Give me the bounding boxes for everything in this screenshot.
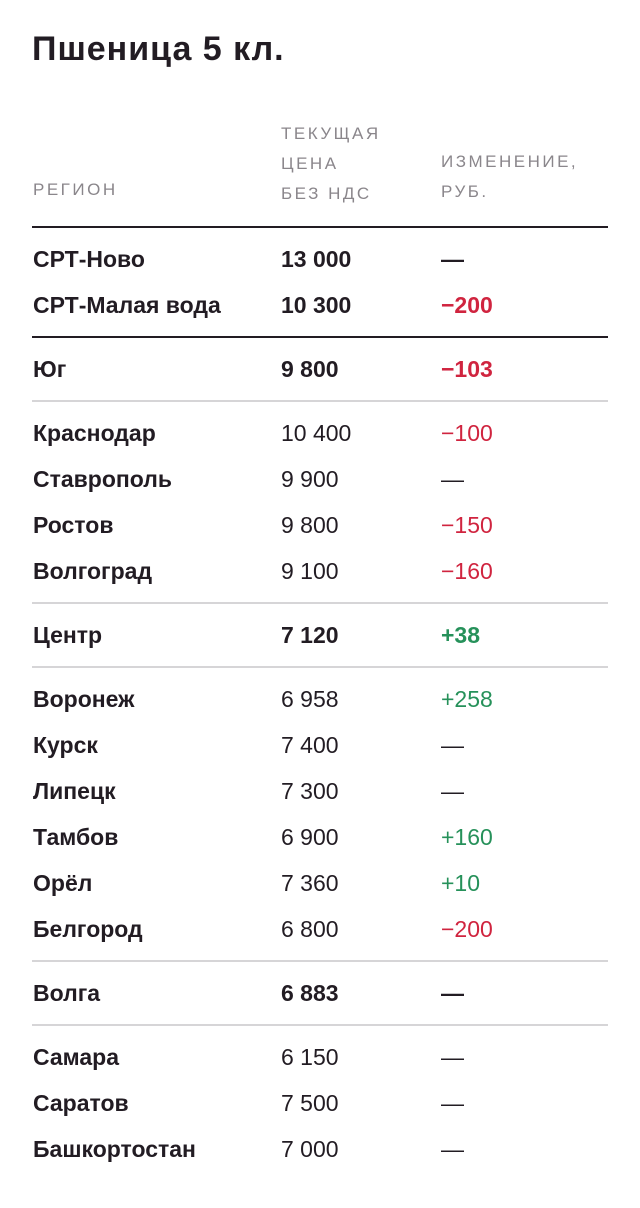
table-row: Белгород 6 800 −200 <box>32 906 608 952</box>
region-cell: Ростов <box>33 512 114 538</box>
table-row: Волга 6 883 — <box>32 962 608 1024</box>
change-cell: — <box>441 1090 464 1116</box>
change-cell: +258 <box>441 686 493 712</box>
change-cell: −103 <box>441 356 493 382</box>
table-row: Орёл 7 360 +10 <box>32 860 608 906</box>
region-cell: Белгород <box>33 916 143 942</box>
price-cell: 7 400 <box>281 732 339 758</box>
table-row: Краснодар 10 400 −100 <box>32 410 608 456</box>
region-cell: СРТ-Малая вода <box>33 292 221 318</box>
change-cell: — <box>441 466 464 492</box>
change-cell: +38 <box>441 622 481 648</box>
table-row: Самара 6 150 — <box>32 1034 608 1080</box>
change-cell: −160 <box>441 558 493 584</box>
price-cell: 9 900 <box>281 466 339 492</box>
table-row: Курск 7 400 — <box>32 722 608 768</box>
price-cell: 6 958 <box>281 686 339 712</box>
table-row: СРТ-Малая вода 10 300 −200 <box>32 282 608 328</box>
table-row: СРТ-Ново 13 000 — <box>32 236 608 282</box>
table-row: Ставрополь 9 900 — <box>32 456 608 502</box>
region-cell: Краснодар <box>33 420 156 446</box>
table-row: Воронеж 6 958 +258 <box>32 676 608 722</box>
region-cell: Тамбов <box>33 824 119 850</box>
price-cell: 7 360 <box>281 870 339 896</box>
row-divider <box>32 1024 608 1026</box>
region-cell: Центр <box>33 622 103 648</box>
region-cell: Юг <box>33 356 67 382</box>
header-change: Изменение, руб. <box>441 152 579 201</box>
table-row: Ростов 9 800 −150 <box>32 502 608 548</box>
price-cell: 7 300 <box>281 778 339 804</box>
table-row: Липецк 7 300 — <box>32 768 608 814</box>
table-row: Башкортостан 7 000 — <box>32 1126 608 1172</box>
price-cell: 10 300 <box>281 292 352 318</box>
region-cell: Липецк <box>33 778 116 804</box>
price-cell: 9 800 <box>281 512 339 538</box>
change-cell: +10 <box>441 870 481 896</box>
change-cell: — <box>441 246 464 272</box>
region-cell: Курск <box>33 732 98 758</box>
region-cell: Волгоград <box>33 558 153 584</box>
header-region: Регион <box>33 180 118 199</box>
price-cell: 6 900 <box>281 824 339 850</box>
price-cell: 13 000 <box>281 246 352 272</box>
region-cell: Самара <box>33 1044 120 1070</box>
table-row: Волгоград 9 100 −160 <box>32 548 608 594</box>
price-table: СРТ-Ново 13 000 — СРТ-Малая вода 10 300 … <box>32 228 608 1172</box>
price-cell: 9 800 <box>281 356 339 382</box>
change-cell: −200 <box>441 292 493 318</box>
table-row: Тамбов 6 900 +160 <box>32 814 608 860</box>
change-cell: — <box>441 980 464 1006</box>
change-cell: — <box>441 1044 464 1070</box>
row-divider <box>32 960 608 962</box>
row-divider <box>32 602 608 604</box>
price-cell: 6 800 <box>281 916 339 942</box>
change-cell: — <box>441 732 464 758</box>
row-divider <box>32 400 608 402</box>
header-divider <box>32 226 608 228</box>
region-cell: СРТ-Ново <box>33 246 145 272</box>
region-cell: Ставрополь <box>33 466 173 492</box>
page-title: Пшеница 5 кл. <box>32 30 285 68</box>
price-cell: 6 150 <box>281 1044 339 1070</box>
price-cell: 7 500 <box>281 1090 339 1116</box>
price-cell: 9 100 <box>281 558 339 584</box>
price-cell: 6 883 <box>281 980 339 1006</box>
header-price: Текущая цена без НДС <box>281 124 381 203</box>
region-cell: Башкортостан <box>33 1136 196 1162</box>
table-header: Регион Текущая цена без НДС Изменение, р… <box>0 0 640 228</box>
price-cell: 7 000 <box>281 1136 339 1162</box>
table-row: Саратов 7 500 — <box>32 1080 608 1126</box>
row-divider <box>32 666 608 668</box>
change-cell: — <box>441 778 464 804</box>
price-cell: 10 400 <box>281 420 352 446</box>
table-row: Центр 7 120 +38 <box>32 604 608 666</box>
change-cell: −150 <box>441 512 493 538</box>
price-cell: 7 120 <box>281 622 339 648</box>
change-cell: +160 <box>441 824 493 850</box>
region-cell: Орёл <box>33 870 93 896</box>
region-cell: Саратов <box>33 1090 129 1116</box>
row-divider <box>32 336 608 338</box>
table-row: Юг 9 800 −103 <box>32 338 608 400</box>
change-cell: −200 <box>441 916 493 942</box>
change-cell: −100 <box>441 420 493 446</box>
region-cell: Воронеж <box>33 686 135 712</box>
region-cell: Волга <box>33 980 101 1006</box>
change-cell: — <box>441 1136 464 1162</box>
